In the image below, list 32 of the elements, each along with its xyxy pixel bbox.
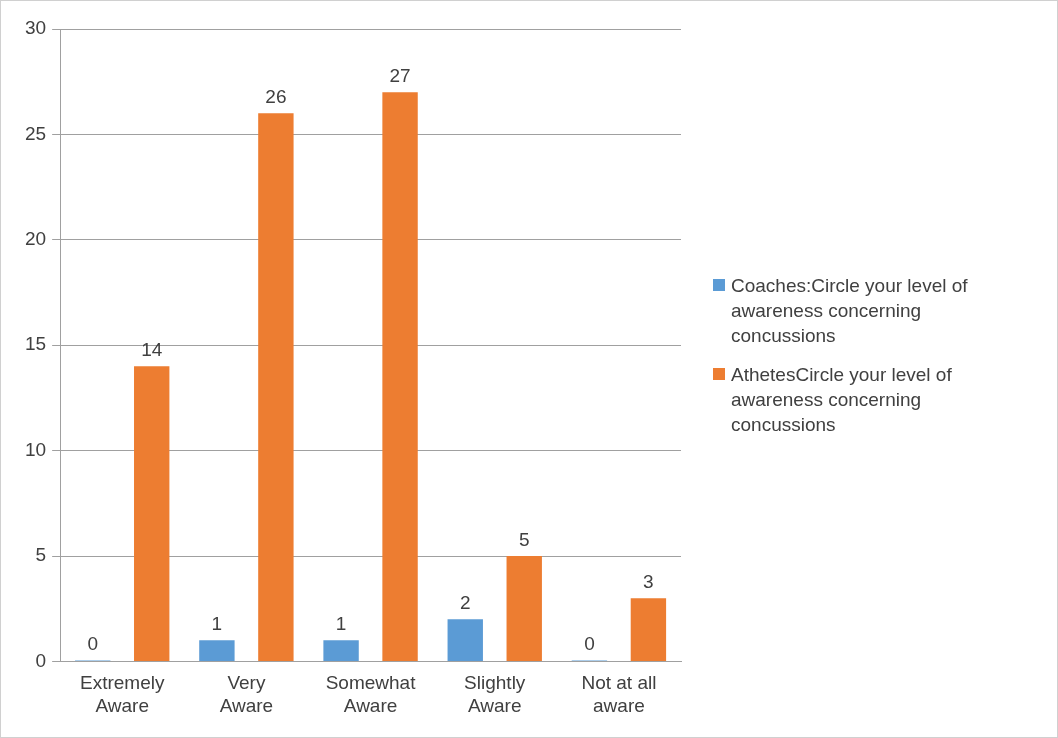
- x-tick-label: Extremely Aware: [79, 672, 165, 716]
- bar: [447, 619, 483, 661]
- y-tick-label: 0: [35, 649, 47, 671]
- x-tick-label: Not at all aware: [581, 672, 657, 716]
- data-label: 27: [389, 64, 411, 86]
- data-label: 1: [211, 613, 223, 635]
- data-label: 0: [87, 633, 99, 655]
- bar: [134, 366, 170, 661]
- data-label: 5: [518, 528, 530, 550]
- x-tick-label: Somewhat Aware: [325, 672, 417, 716]
- bar: [382, 92, 418, 661]
- y-tick-label: 5: [35, 544, 47, 566]
- data-label: 26: [265, 86, 287, 108]
- data-label: 14: [141, 339, 163, 361]
- y-tick-label: 15: [24, 333, 47, 355]
- y-tick-label: 25: [24, 122, 47, 144]
- bar: [258, 113, 294, 661]
- bar: [323, 640, 359, 661]
- legend-label: AthetesCircle your level of awareness concerning concussions: [731, 363, 953, 437]
- y-tick-label: 10: [24, 438, 47, 460]
- y-tick-label: 30: [24, 17, 47, 39]
- bar: [199, 640, 235, 661]
- bar: [506, 556, 542, 661]
- data-label: 3: [643, 570, 654, 592]
- data-label: 1: [335, 613, 347, 635]
- x-tick-label: Slightly Aware: [464, 672, 526, 716]
- x-tick-label: Very Aware: [219, 672, 274, 716]
- legend-label: Coaches:Circle your level of awareness concerning concussions: [731, 274, 969, 348]
- data-label: 2: [459, 591, 471, 613]
- data-label: 0: [584, 633, 595, 655]
- y-tick-label: 20: [24, 228, 47, 250]
- bar: [630, 598, 667, 661]
